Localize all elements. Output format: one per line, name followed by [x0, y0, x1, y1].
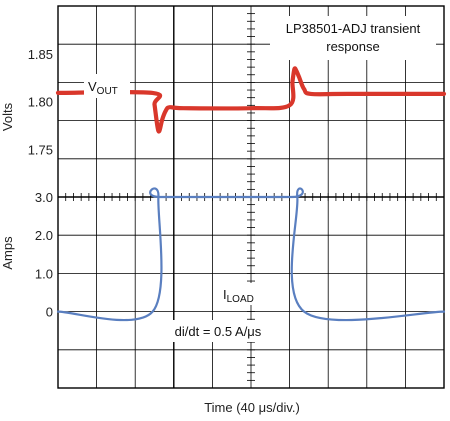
title-background	[270, 16, 436, 60]
volts-tick-label: 1.80	[28, 95, 53, 110]
y-tick-labels: 1.85 1.80 1.75 3.0 2.0 1.0 0	[28, 47, 53, 320]
volts-tick-label: 1.75	[28, 142, 53, 157]
iload-label-main: I	[223, 287, 227, 302]
time-axis-label: Time (40 μs/div.)	[204, 400, 300, 415]
vout-label: VOUT	[84, 74, 130, 98]
amps-tick-label: 1.0	[35, 266, 53, 281]
amps-tick-label: 3.0	[35, 190, 53, 205]
svg-text:ILOAD: ILOAD	[223, 287, 254, 305]
vout-label-sub: OUT	[97, 86, 118, 97]
amps-tick-label: 2.0	[35, 228, 53, 243]
svg-text:VOUT: VOUT	[88, 79, 118, 97]
volts-axis-label: Volts	[0, 102, 15, 131]
iload-trace	[56, 187, 446, 322]
volts-tick-label: 1.85	[28, 47, 53, 62]
traces	[55, 66, 447, 322]
iload-label-sub: LOAD	[227, 294, 254, 305]
slew-background	[160, 320, 276, 342]
vout-trace	[55, 66, 447, 134]
amps-axis-label: Amps	[0, 236, 15, 270]
chart-title-line-1: LP38501-ADJ transient	[286, 21, 421, 36]
amps-tick-label: 0	[46, 305, 53, 320]
vout-label-main: V	[88, 79, 97, 94]
slew-rate-annotation: di/dt = 0.5 A/μs	[175, 324, 262, 339]
chart-title-line-2: response	[326, 39, 379, 54]
iload-label: ILOAD	[220, 283, 268, 305]
